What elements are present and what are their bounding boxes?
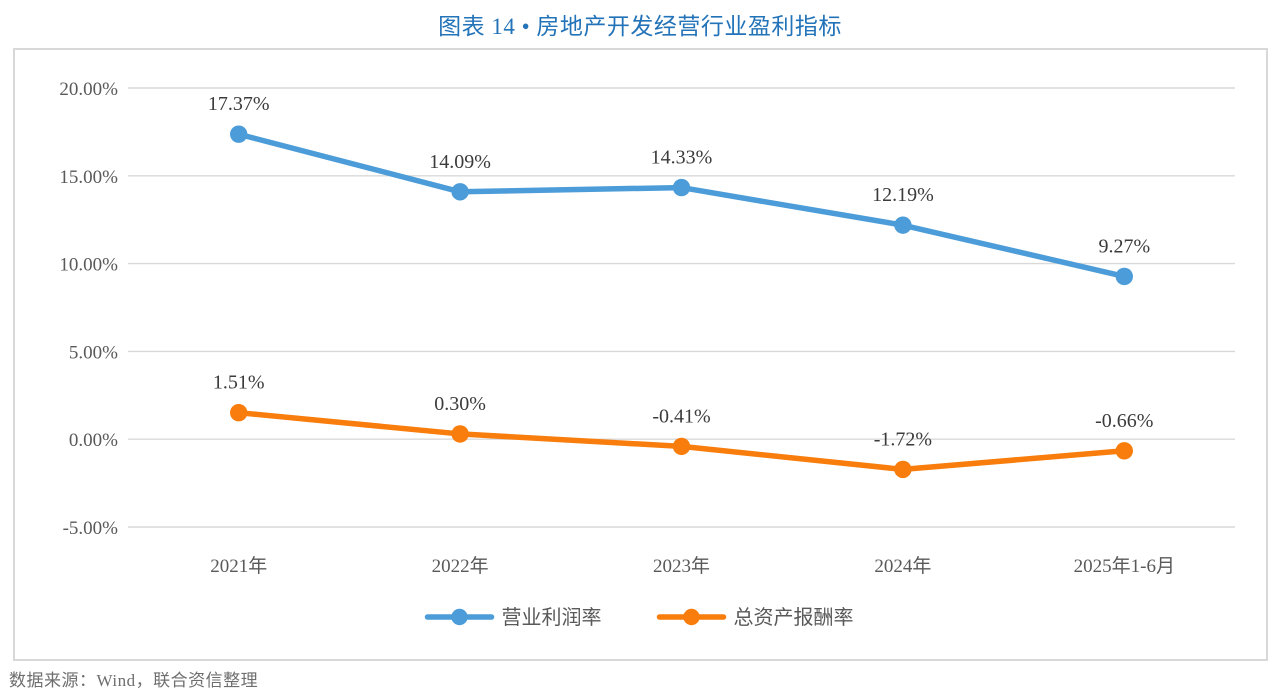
x-axis-label: 2024年 [874,555,931,577]
y-axis-tick-label: 10.00% [59,255,118,276]
data-point-label: 1.51% [213,372,265,394]
x-axis-label: 2025年1-6月 [1074,555,1175,577]
data-point-marker [451,425,469,443]
y-axis-tick-label: 5.00% [69,342,118,363]
y-axis-tick-label: -5.00% [63,518,119,539]
data-point-marker [1115,442,1134,460]
data-point-marker [1115,267,1134,286]
data-point-marker [230,125,248,143]
x-axis-label: 2021年 [210,555,267,577]
legend-item: 营业利润率 [424,606,602,629]
legend-marker [451,608,468,626]
data-point-label: -0.66% [1095,410,1153,432]
data-point-marker [230,403,248,422]
data-point-marker [451,183,469,201]
data-point-label: 9.27% [1098,235,1150,257]
data-point-label: -0.41% [652,405,710,427]
data-point-marker [672,437,691,456]
profitability-line-chart: 20.00% 15.00% 10.00% 5.00% 0.00% -5.00% 2021年 2… [59,79,1235,629]
data-point-label: -1.72% [874,428,932,450]
x-axis-label: 2023年 [653,555,710,577]
y-axis-tick-label: 20.00% [59,79,118,100]
source-note: 数据来源：Wind，联合资信整理 [9,671,259,690]
data-point-marker [894,216,912,234]
y-axis-tick-label: 0.00% [69,430,118,451]
x-axis-label: 2022年 [432,555,489,577]
legend-item: 总资产报酬率 [656,606,854,629]
legend-label: 总资产报酬率 [734,606,854,629]
y-axis-tick-label: 15.00% [59,167,118,188]
data-point-marker [894,460,912,479]
data-point-label: 14.09% [429,151,491,173]
chart-frame: 20.00% 15.00% 10.00% 5.00% 0.00% -5.00% 2021年 2… [13,48,1268,661]
data-point-label: 0.30% [434,393,486,415]
chart-title: 图表 14 • 房地产开发经营行业盈利指标 [438,14,842,39]
data-point-label: 14.33% [651,147,713,169]
legend-label: 营业利润率 [502,606,602,629]
data-point-marker [672,178,691,197]
data-point-label: 12.19% [872,184,934,206]
data-point-label: 17.37% [208,93,270,115]
legend-marker [683,608,700,626]
